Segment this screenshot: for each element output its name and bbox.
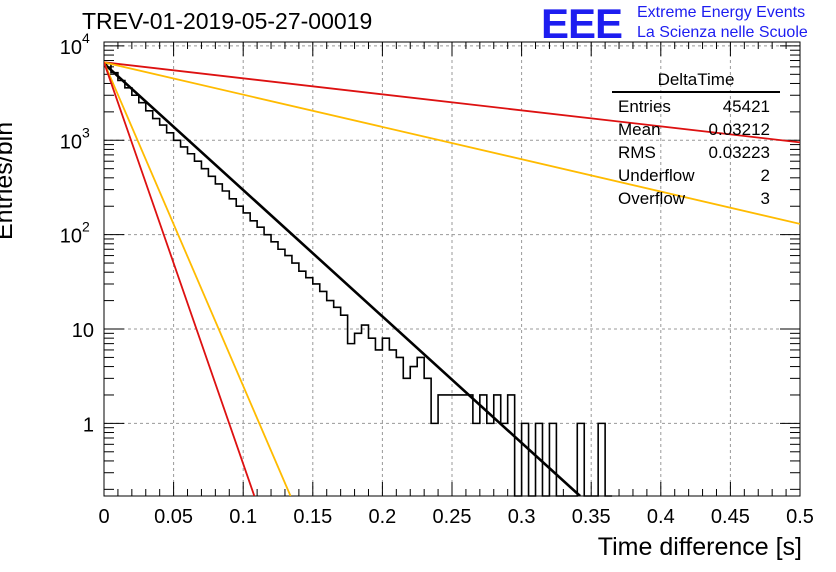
eee-logo: EEE Extreme Energy Events La Scienza nel… <box>541 2 833 46</box>
chart-title: TREV-01-2019-05-27-00019 <box>82 8 373 34</box>
x-axis-label: Time difference [s] <box>597 533 802 561</box>
stats-row-overflow: Overflow 3 <box>612 187 780 210</box>
stats-box: DeltaTime Entries 45421 Mean 0.03212 RMS… <box>612 70 780 210</box>
stats-value: 0.03212 <box>708 120 770 139</box>
x-tick-label: 0.45 <box>711 506 750 528</box>
y-tick-label: 10 <box>60 37 82 59</box>
reference-line <box>104 61 292 496</box>
y-tick-label: 1 <box>83 414 94 436</box>
y-tick-label: 10 <box>60 131 82 153</box>
stats-row-rms: RMS 0.03223 <box>612 141 780 164</box>
stats-label: Underflow <box>618 166 695 185</box>
y-tick-exponent: 2 <box>82 219 90 235</box>
histogram-steps <box>104 62 613 497</box>
stats-value: 0.03223 <box>708 143 770 162</box>
x-tick-label: 0 <box>98 506 109 528</box>
stats-row-underflow: Underflow 2 <box>612 164 780 187</box>
logo-text-line2: La Scienza nelle Scuole <box>637 24 808 41</box>
eee-logo-mark: EEE <box>541 0 623 47</box>
x-tick-label: 0.35 <box>572 506 611 528</box>
y-axis-label: Entries/bin <box>0 121 18 240</box>
y-tick-exponent: 4 <box>82 30 90 46</box>
y-tick-label: 10 <box>60 226 82 248</box>
x-tick-label: 0.1 <box>229 506 257 528</box>
x-tick-label: 0.25 <box>433 506 472 528</box>
y-tick-label: 10 <box>72 320 94 342</box>
stats-label: Entries <box>618 97 671 116</box>
stats-value: 2 <box>760 166 770 185</box>
stats-label: Mean <box>618 120 661 139</box>
x-tick-label: 0.5 <box>786 506 814 528</box>
y-tick-exponent: 3 <box>82 124 90 140</box>
logo-text-line1: Extreme Energy Events <box>637 4 806 21</box>
stats-row-mean: Mean 0.03212 <box>612 118 780 141</box>
x-tick-label: 0.3 <box>508 506 536 528</box>
x-tick-label: 0.05 <box>154 506 193 528</box>
reference-line <box>104 61 800 144</box>
stats-row-entries: Entries 45421 <box>612 95 780 118</box>
stats-label: Overflow <box>618 189 686 208</box>
x-tick-label: 0.4 <box>647 506 675 528</box>
x-tick-label: 0.15 <box>293 506 332 528</box>
fit-line <box>104 62 581 496</box>
reference-line <box>104 61 800 225</box>
stats-histogram-name: DeltaTime <box>612 70 780 93</box>
stats-label: RMS <box>618 143 656 162</box>
stats-value: 45421 <box>722 97 770 116</box>
stats-value: 3 <box>760 189 770 208</box>
x-tick-label: 0.2 <box>368 506 396 528</box>
reference-line <box>104 62 256 496</box>
